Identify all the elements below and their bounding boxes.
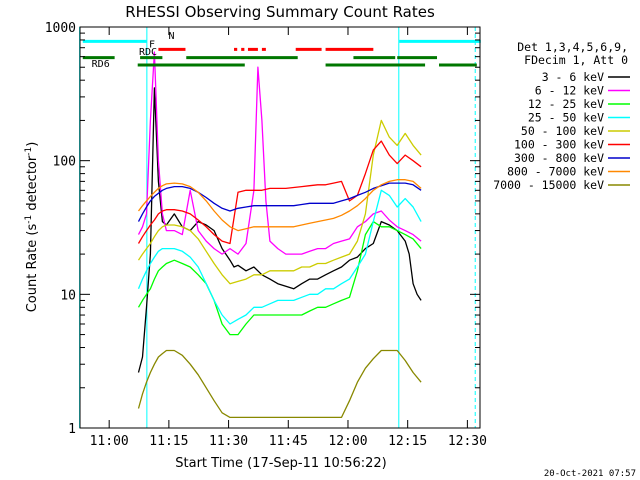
legend-label-0: 3 - 6 keV (542, 70, 604, 84)
y-axis-label-main: Count Rate (s (25, 224, 40, 313)
x-tick-label-5: 12:15 (388, 434, 427, 449)
legend-label-2: 12 - 25 keV (528, 97, 604, 111)
x-tick-label-0: 11:00 (90, 434, 129, 449)
y-tick-label-3: 1000 (45, 21, 76, 36)
series-line-3 (137, 189, 422, 325)
legend-label-3: 25 - 50 keV (528, 111, 604, 125)
x-tick-label-4: 12:00 (328, 434, 367, 449)
y-axis: 1 10 100 1000 (45, 21, 480, 437)
y-axis-label: Count Rate (s-1 detector-1) (24, 142, 40, 313)
y-axis-label-sup2: -1 (24, 147, 34, 156)
legend-header-1: Det 1,3,4,5,6,9, (517, 40, 628, 54)
chart-title: RHESSI Observing Summary Count Rates (125, 3, 435, 21)
x-axis-label: Start Time (17-Sep-11 10:56:22) (175, 456, 386, 471)
flag-label-n: N (169, 31, 175, 42)
legend-label-6: 300 - 800 keV (514, 151, 604, 165)
y-axis-label-sup1: -1 (24, 215, 34, 224)
legend-label-5: 100 - 300 keV (514, 138, 604, 152)
legend-label-4: 50 - 100 keV (521, 124, 604, 138)
y-axis-label-mid: detector (25, 155, 40, 215)
legend: Det 1,3,4,5,6,9, FDecim 1, Att 0 3 - 6 k… (493, 40, 630, 192)
series-line-1 (137, 51, 422, 255)
timestamp: 20-Oct-2021 07:57 (544, 469, 636, 479)
series-line-2 (137, 220, 422, 336)
series-line-8 (137, 349, 422, 419)
flag-label-rd6: RD6 (92, 59, 110, 70)
plot-frame (79, 26, 481, 429)
y-tick-label-1: 10 (60, 288, 76, 303)
series-line-6 (137, 182, 422, 222)
legend-label-1: 6 - 12 keV (535, 84, 604, 98)
x-axis: 11:00 11:15 11:30 11:45 12:00 12:15 12:30 (90, 27, 487, 449)
legend-label-8: 7000 - 15000 keV (493, 178, 604, 192)
y-axis-label-end: ) (25, 142, 40, 147)
x-tick-label-1: 11:15 (149, 434, 188, 449)
x-tick-label-2: 11:30 (209, 434, 248, 449)
legend-label-7: 800 - 7000 keV (507, 165, 604, 179)
series-line-4 (137, 119, 422, 285)
x-tick-label-3: 11:45 (269, 434, 308, 449)
y-tick-label-2: 100 (53, 155, 76, 170)
y-tick-label-0: 1 (68, 422, 76, 437)
legend-header-2: FDecim 1, Att 0 (524, 53, 628, 67)
flag-label-rdc: RDC (139, 47, 157, 58)
x-tick-label-6: 12:30 (448, 434, 487, 449)
flag-label-f: F (149, 40, 155, 51)
series-line-7 (137, 179, 422, 232)
series-line-5 (137, 140, 422, 245)
